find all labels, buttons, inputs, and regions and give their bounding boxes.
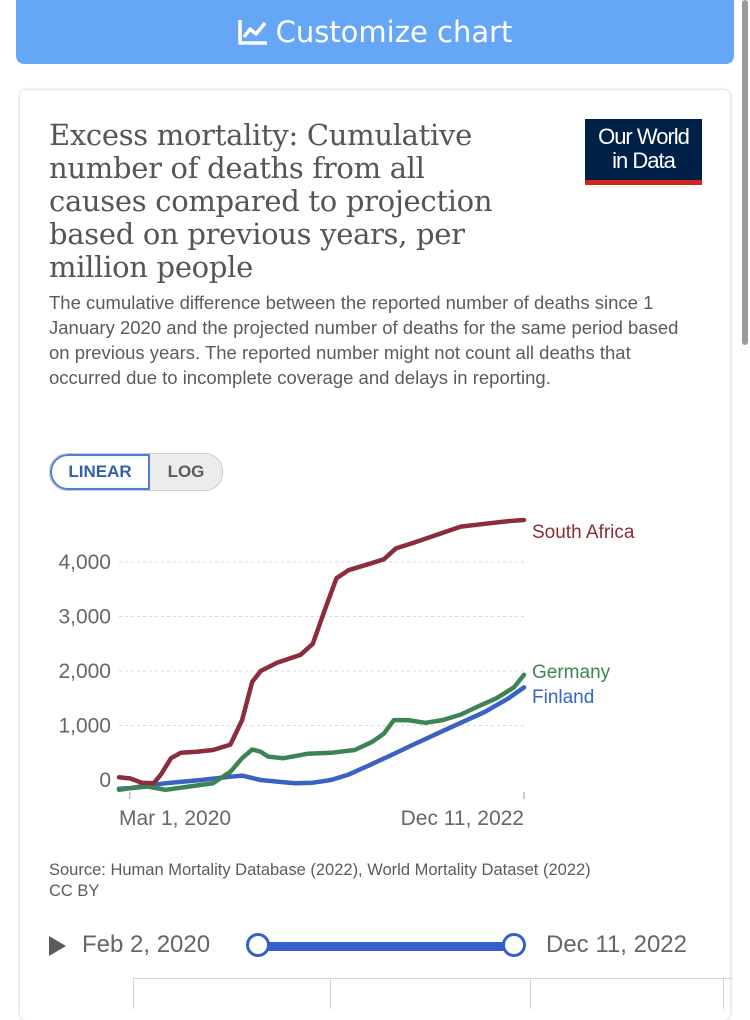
log-scale-button[interactable]: LOG <box>150 454 222 490</box>
timeline-track[interactable] <box>256 942 516 951</box>
y-tick-label: 3,000 <box>58 606 111 629</box>
timeline-end-date: Dec 11, 2022 <box>546 931 687 958</box>
linear-scale-button[interactable]: LINEAR <box>50 454 150 490</box>
y-tick-label: 1,000 <box>58 715 111 738</box>
y-tick-label: 4,000 <box>58 551 111 574</box>
customize-chart-label: Customize chart <box>275 15 513 49</box>
y-tick-label: 0 <box>99 769 111 792</box>
tab-divider <box>133 979 134 1009</box>
tab-divider <box>723 979 724 1009</box>
timeline-start-handle[interactable] <box>246 933 270 957</box>
bottom-tab-bar <box>133 978 733 1009</box>
line-chart-icon <box>237 20 267 45</box>
logo-line-1: Our World <box>598 124 690 149</box>
series-line-south-africa <box>116 517 527 786</box>
chart-source: Source: Human Mortality Database (2022),… <box>49 860 709 902</box>
logo-line-2: in Data <box>612 148 676 173</box>
timeline-start-date: Feb 2, 2020 <box>82 931 211 958</box>
x-tick-label: Dec 11, 2022 <box>401 807 524 830</box>
series-label-germany: Germany <box>532 662 611 683</box>
timeline: Feb 2, 2020 Dec 11, 2022 <box>49 925 729 969</box>
series-label-finland: Finland <box>532 687 594 708</box>
tab-divider <box>330 979 331 1009</box>
source-text: Source: Human Mortality Database (2022),… <box>49 861 591 900</box>
play-icon[interactable] <box>49 936 66 956</box>
chart-subtitle: The cumulative difference between the re… <box>49 292 679 388</box>
chart-plot: 0 1,000 2,000 3,000 4,000 Mar 1, 2020 Dec 11, … <box>58 517 635 830</box>
series-line-germany <box>116 672 527 793</box>
y-tick-label: 2,000 <box>58 660 111 683</box>
x-tick-label: Mar 1, 2020 <box>119 807 231 830</box>
customize-chart-button[interactable]: Customize chart <box>16 0 734 64</box>
scale-toggle: LINEAR LOG <box>49 453 223 491</box>
series-line-finland <box>116 685 527 791</box>
page-scrollbar[interactable] <box>742 0 748 345</box>
timeline-end-handle[interactable] <box>502 933 526 957</box>
tab-divider <box>530 979 531 1009</box>
chart-card <box>20 90 730 1020</box>
series-label-south-africa: South Africa <box>532 522 635 543</box>
owid-logo[interactable]: Our World in Data <box>585 119 702 185</box>
chart-title: Excess mortality: Cumulative number of d… <box>49 118 493 284</box>
